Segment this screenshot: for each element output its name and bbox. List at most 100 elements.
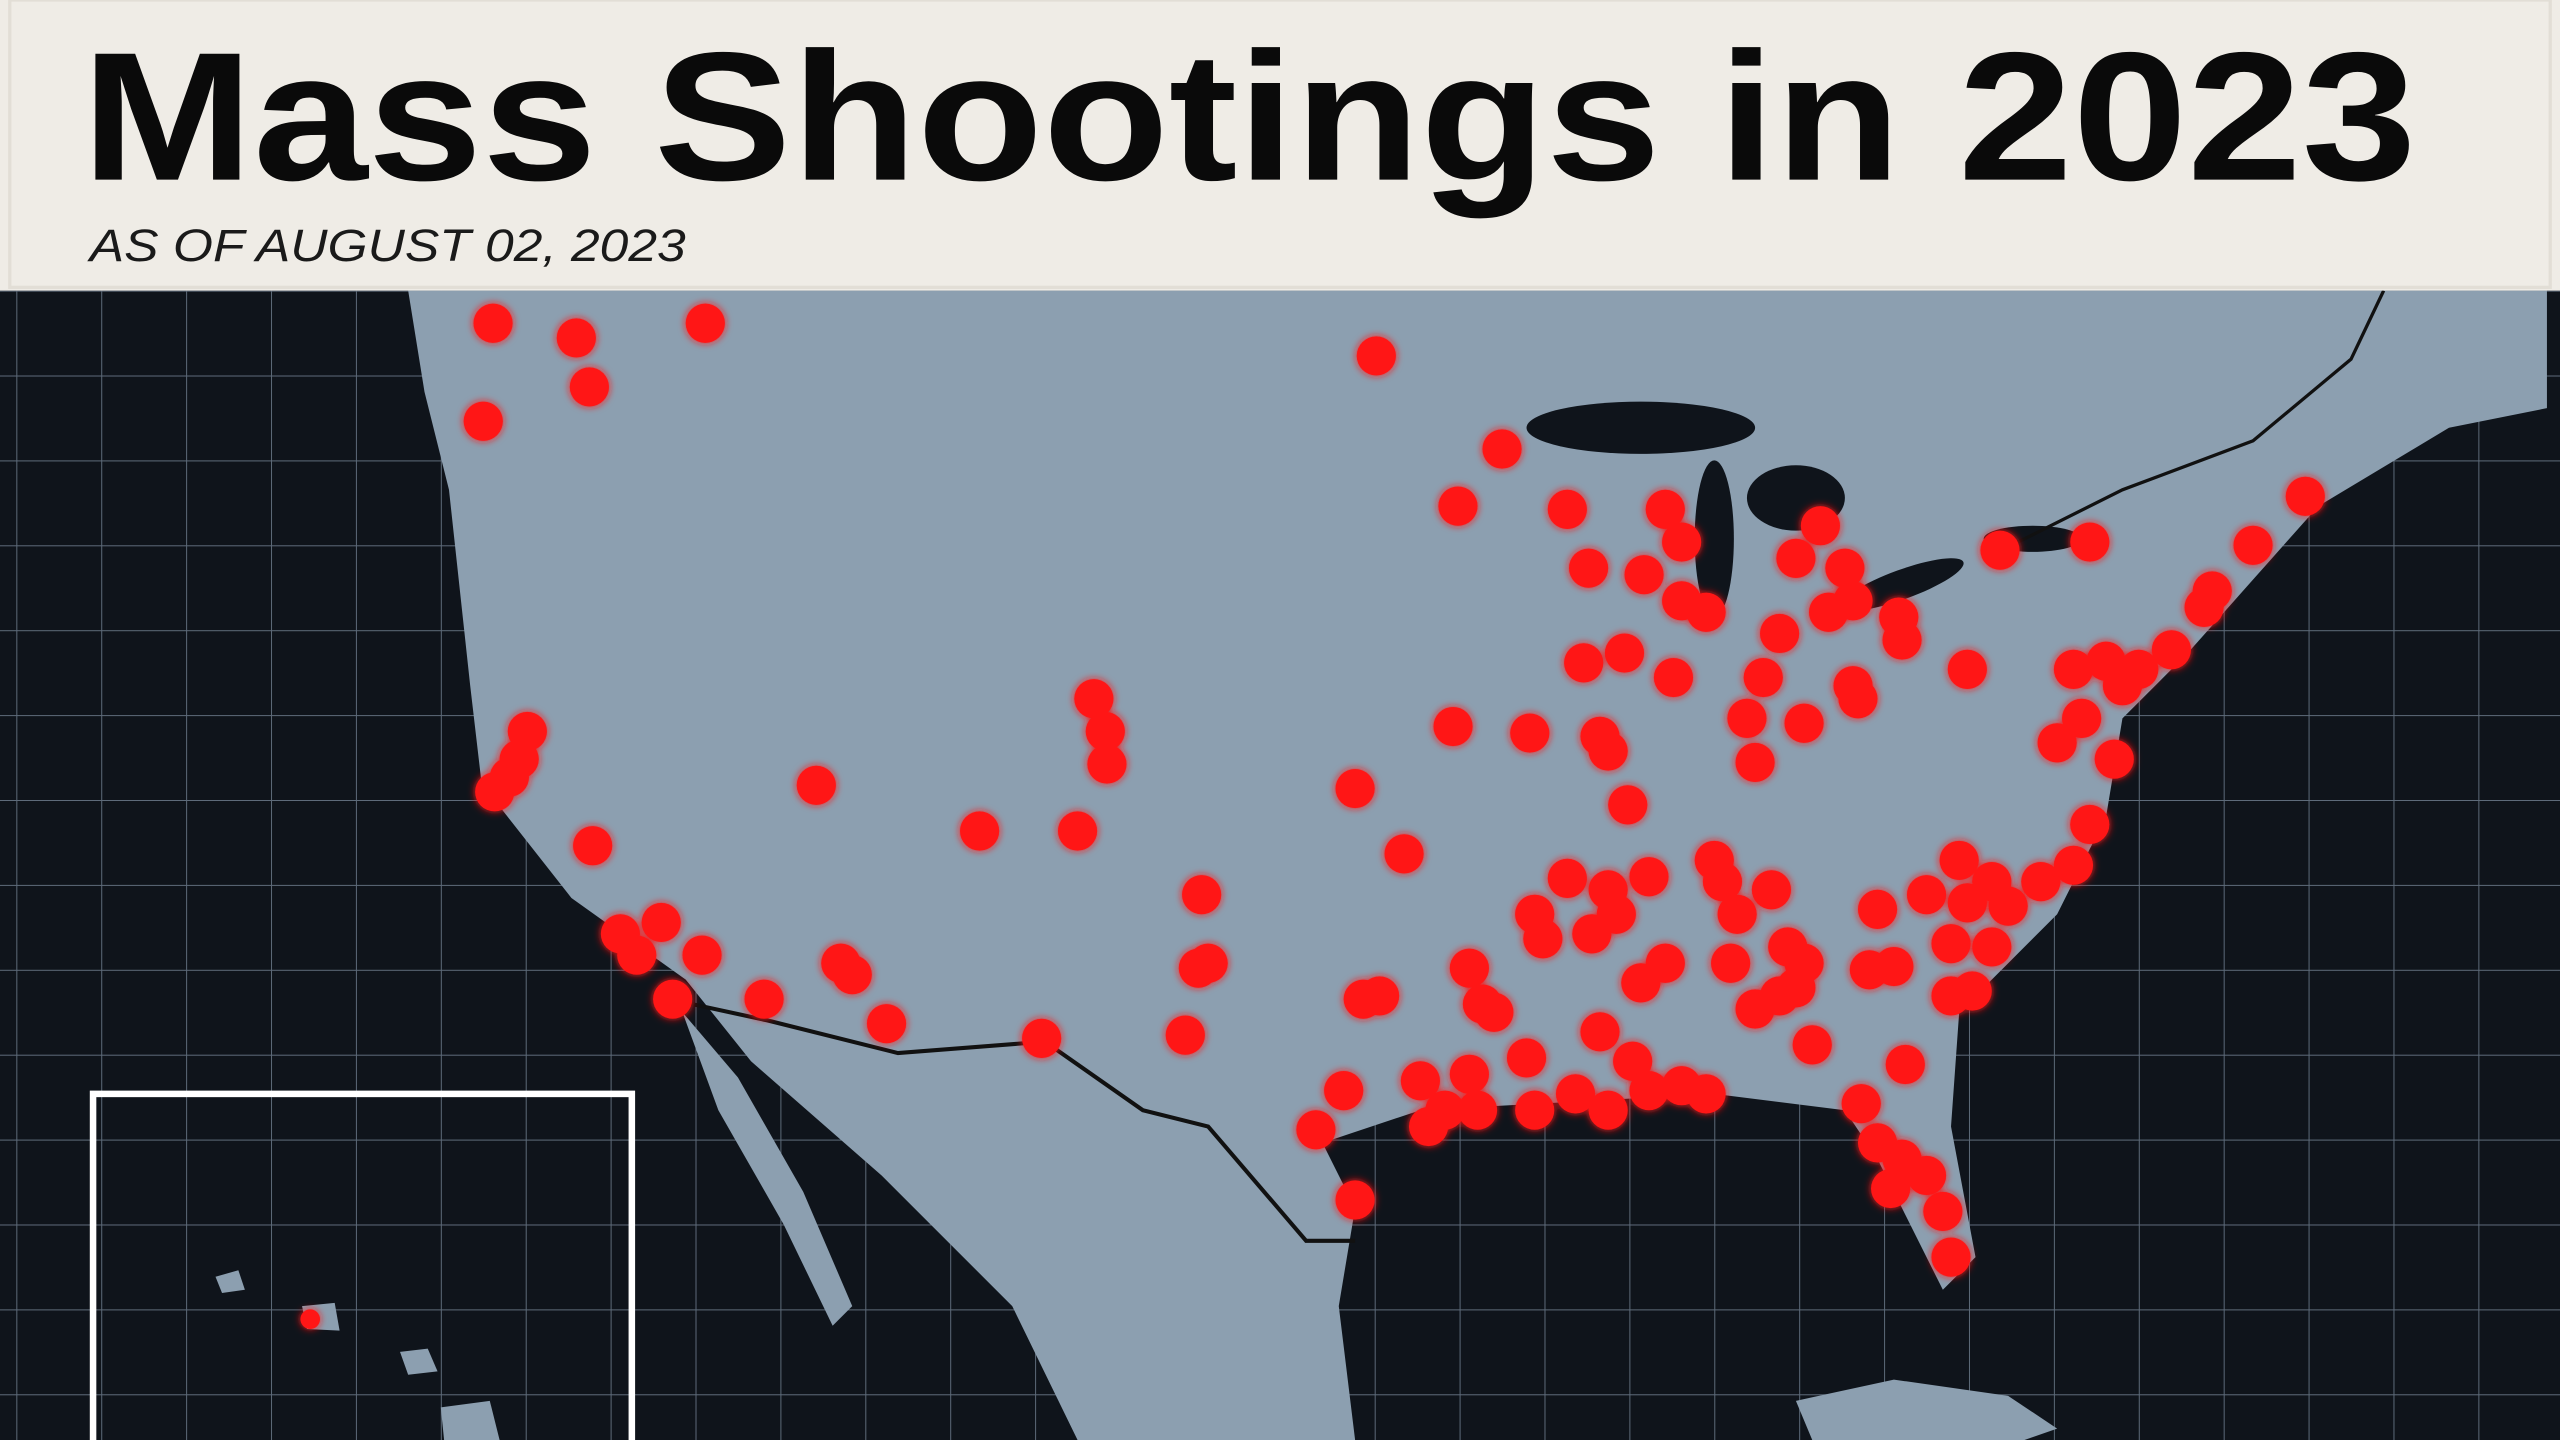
incident-dot <box>1022 1018 1062 1058</box>
incident-dot <box>1751 870 1792 910</box>
incident-dot <box>1482 429 1522 469</box>
incident-dot <box>1474 992 1514 1032</box>
hawaii-4 <box>440 1400 500 1440</box>
incident-dot <box>1087 744 1127 784</box>
incident-dot <box>1356 336 1396 376</box>
lake-michigan <box>1694 460 1734 618</box>
incident-dot <box>1580 1012 1620 1052</box>
incident-dot <box>1939 840 1979 880</box>
incident-dot <box>556 318 596 358</box>
incident-dot <box>1588 731 1628 771</box>
incident-dot <box>1165 1015 1205 1055</box>
incident-dot <box>1735 989 1775 1029</box>
incident-dot <box>2151 630 2192 670</box>
incident-dot <box>1074 679 1114 719</box>
incident-dot <box>685 303 725 343</box>
incident-dot <box>1629 857 1669 897</box>
incident-dot <box>1947 883 1987 923</box>
incident-dot <box>1572 914 1612 954</box>
incident-dot <box>1686 1074 1726 1114</box>
incident-dot <box>473 303 513 343</box>
incident-dot <box>2233 525 2273 565</box>
incident-dot <box>682 935 722 975</box>
incident-dot <box>1324 1071 1364 1111</box>
incident-dot <box>1808 592 1849 632</box>
incident-dot <box>1438 486 1478 526</box>
incident-dot <box>1085 711 1125 752</box>
incident-dot <box>2037 723 2077 763</box>
incident-dot <box>1662 522 1702 562</box>
header-band <box>0 0 2560 291</box>
incident-dot <box>300 1309 320 1329</box>
north-america <box>408 290 2547 1440</box>
incident-dot <box>1547 489 1587 529</box>
incident-dot <box>1384 834 1424 874</box>
incident-dot <box>1702 862 1743 902</box>
incident-dot <box>1871 1168 1911 1209</box>
incident-dot <box>2062 698 2102 738</box>
incident-dot <box>1335 1180 1375 1220</box>
land <box>215 290 2547 1440</box>
incident-dot <box>1735 742 1775 783</box>
incident-dot <box>1760 613 1800 654</box>
incident-dot <box>1972 927 2012 967</box>
incident-dot <box>573 826 613 866</box>
incident-dot <box>1057 811 1098 851</box>
incident-dot <box>1849 950 1889 990</box>
incident-dot <box>2094 739 2134 779</box>
incident-dot <box>1800 506 1840 546</box>
incident-dot <box>1727 698 1767 738</box>
incident-dot <box>2070 804 2110 845</box>
incident-dot <box>1717 894 1757 934</box>
incident-dot <box>1343 979 1383 1019</box>
incident-dot <box>1515 1090 1555 1130</box>
incident-dot <box>1952 971 1992 1011</box>
incident-dot <box>1838 679 1878 719</box>
border <box>668 997 1356 1243</box>
incident-dot <box>1792 1025 1832 1065</box>
inset-frame <box>89 1090 636 1440</box>
incidents <box>300 303 2325 1329</box>
incident-dot <box>1608 785 1648 825</box>
title: Mass Shootings in 2023 <box>82 14 2417 219</box>
header-frame <box>8 0 2552 289</box>
incident-dot <box>569 367 609 407</box>
incident-dot <box>489 757 529 797</box>
incident-dot <box>1564 643 1604 683</box>
incident-dot <box>1885 1044 1925 1085</box>
incident-dot <box>1547 858 1587 898</box>
incident-dot <box>1931 1237 1971 1277</box>
incident-dot <box>1711 943 1751 983</box>
incident-dot <box>1400 1061 1440 1101</box>
incident-dot <box>1335 768 1375 809</box>
incident-dot <box>1776 968 1816 1008</box>
incident-dot <box>1947 649 1987 689</box>
incident-dot <box>1296 1110 1336 1150</box>
incident-dot <box>617 935 657 975</box>
incident-dot <box>1178 948 1218 988</box>
incident-dot <box>641 902 681 943</box>
incident-dot <box>1425 1090 1465 1130</box>
incident-dot <box>463 401 503 441</box>
incident-dot <box>1906 1155 1947 1196</box>
incident-dot <box>1923 1191 1963 1232</box>
subtitle: AS OF AUGUST 02, 2023 <box>86 220 686 271</box>
incident-dot <box>796 765 836 805</box>
incident-dot <box>1906 875 1947 915</box>
incident-dot <box>1433 706 1473 747</box>
incident-dot <box>2053 845 2094 885</box>
incident-dot <box>866 1004 907 1044</box>
incident-dot <box>1988 886 2028 926</box>
incident-dot <box>832 955 872 995</box>
incident-dot <box>744 979 784 1019</box>
incident-dot <box>2053 649 2094 689</box>
baja <box>682 1012 853 1326</box>
incident-dot <box>1568 548 1609 588</box>
incident-dot <box>1645 489 1685 529</box>
incident-dot <box>1182 875 1222 915</box>
incident-dot <box>1624 555 1664 595</box>
incident-dot <box>1980 530 2020 570</box>
incident-dot <box>1555 1074 1596 1114</box>
incident-dot <box>1825 548 1865 588</box>
